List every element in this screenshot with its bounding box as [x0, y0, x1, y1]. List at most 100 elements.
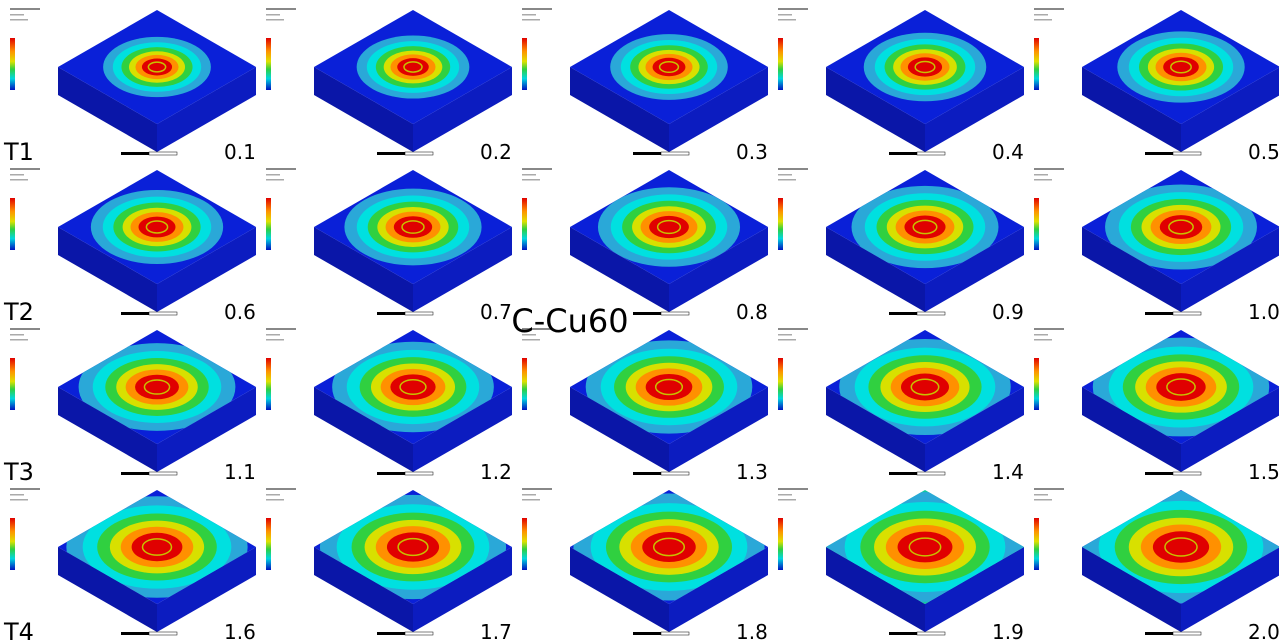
panel-label: 0.6: [224, 300, 256, 324]
contours: [103, 37, 211, 97]
scale-bar: [1173, 152, 1201, 155]
panel-label: 0.8: [736, 300, 768, 324]
panel-label: 1.3: [736, 460, 768, 484]
panel: T3 1.1: [3, 328, 256, 486]
scale-bar: [917, 312, 945, 315]
panel: 2.0: [1034, 488, 1279, 640]
contour: [1163, 57, 1199, 77]
panel-label: 1.1: [224, 460, 256, 484]
panel-label: 0.7: [480, 300, 512, 324]
header-text: [10, 494, 24, 496]
panel-label: 2.0: [1248, 620, 1279, 640]
header-text: [778, 19, 796, 21]
header-text: [778, 494, 792, 496]
scale-bar: [661, 632, 689, 635]
panel-label: 0.9: [992, 300, 1024, 324]
header-text: [10, 174, 24, 176]
header-text: [778, 328, 808, 330]
scale-bar: [121, 312, 149, 315]
scale-bar: [917, 472, 945, 475]
header-text: [778, 179, 796, 181]
panel: 0.5: [1034, 8, 1279, 164]
colorbar: [266, 358, 271, 410]
contours: [91, 190, 223, 264]
panel-label: 1.4: [992, 460, 1024, 484]
contour: [904, 215, 945, 238]
contour: [1153, 531, 1209, 563]
header-text: [522, 19, 540, 21]
header-text: [522, 174, 536, 176]
scale-bar: [889, 632, 917, 635]
header-text: [266, 14, 280, 16]
panel-label: 0.4: [992, 140, 1024, 164]
panel: 0.7: [266, 168, 512, 324]
colorbar: [1034, 38, 1039, 90]
row-label: T3: [3, 458, 34, 486]
header-text: [10, 499, 28, 501]
scale-bar: [633, 152, 661, 155]
scale-bar: [1145, 632, 1173, 635]
colorbar: [1034, 358, 1039, 410]
contour: [390, 374, 435, 399]
scale-bar: [149, 152, 177, 155]
contours: [610, 34, 728, 100]
header-text: [1034, 494, 1048, 496]
header-text: [10, 168, 40, 170]
header-text: [1034, 174, 1048, 176]
contours: [864, 33, 987, 102]
header-text: [266, 8, 296, 10]
panel-label: 1.8: [736, 620, 768, 640]
panel-label: 0.3: [736, 140, 768, 164]
contour: [387, 532, 439, 561]
header-text: [10, 19, 28, 21]
header-text: [266, 168, 296, 170]
header-text: [778, 8, 808, 10]
contour: [642, 532, 696, 562]
header-text: [522, 8, 552, 10]
contour: [653, 58, 686, 76]
colorbar: [10, 198, 15, 250]
panel: 0.9: [778, 168, 1024, 324]
header-text: [1034, 328, 1064, 330]
contour: [898, 532, 953, 563]
header-text: [10, 14, 24, 16]
colorbar: [266, 38, 271, 90]
contours: [344, 189, 481, 266]
scale-bar: [1145, 152, 1173, 155]
panel-label: 1.7: [480, 620, 512, 640]
figure: T1 0.1 0.2 0.3 0.4 0.5 T20.6 0.7 0.8 0.9 1.0 T3 1.1 1…: [0, 0, 1279, 640]
panel: 1.4: [778, 328, 1024, 484]
contours: [1117, 31, 1244, 102]
header-text: [778, 174, 792, 176]
header-text: [1034, 339, 1052, 341]
row-label: T1: [3, 138, 34, 166]
contour: [1160, 215, 1203, 239]
figure-title: C-Cu60: [511, 302, 628, 340]
header-text: [10, 339, 28, 341]
scale-bar: [377, 472, 405, 475]
header-text: [778, 488, 808, 490]
panel: 1.8: [522, 488, 768, 640]
contour: [138, 217, 175, 238]
scale-bar: [633, 472, 661, 475]
panel-label: 0.2: [480, 140, 512, 164]
colorbar: [1034, 518, 1039, 570]
header-text: [778, 334, 792, 336]
panel-label: 1.9: [992, 620, 1024, 640]
panel: T41.6: [3, 488, 256, 640]
colorbar: [522, 358, 527, 410]
header-text: [266, 19, 284, 21]
header-text: [522, 494, 536, 496]
scale-bar: [1173, 632, 1201, 635]
panel: 0.3: [522, 8, 768, 164]
header-text: [266, 488, 296, 490]
scale-bar: [121, 632, 149, 635]
header-text: [1034, 334, 1048, 336]
scale-bar: [661, 472, 689, 475]
scale-bar: [917, 152, 945, 155]
panel-label: 0.1: [224, 140, 256, 164]
scale-bar: [149, 632, 177, 635]
panel-label: 1.0: [1248, 300, 1279, 324]
header-text: [266, 328, 296, 330]
